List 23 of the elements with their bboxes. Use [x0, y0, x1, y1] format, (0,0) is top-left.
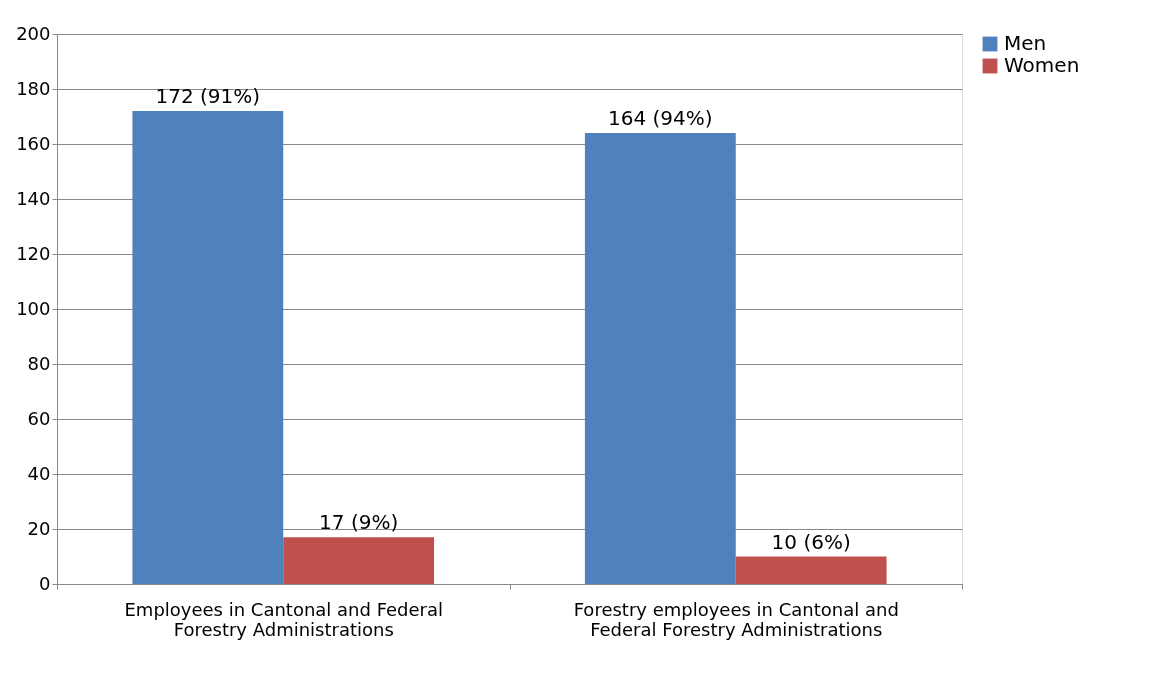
y-tick-label: 200	[16, 22, 51, 44]
data-label: 10 (6%)	[771, 529, 851, 554]
bar	[584, 133, 736, 584]
x-tick-label: Employees in Cantonal and Federal Forestry Administrations	[124, 598, 444, 640]
y-tick-label: 160	[16, 132, 51, 154]
bar	[283, 537, 435, 584]
legend-label: Women	[1004, 53, 1080, 77]
y-tick-label: 120	[16, 242, 51, 264]
bar	[132, 111, 284, 584]
x-tick-label: Forestry employees in Cantonal and Federal Forestry Administrations	[573, 598, 899, 640]
y-tick-label: 140	[16, 187, 51, 209]
data-label: 164 (94%)	[608, 106, 713, 130]
y-tick-label: 0	[39, 572, 51, 594]
y-tick-label: 100	[16, 297, 51, 319]
legend-label: Men	[1004, 31, 1047, 55]
y-tick-label: 80	[27, 352, 51, 374]
bar	[735, 556, 887, 584]
data-label: 172 (91%)	[155, 84, 261, 108]
y-tick-label: 180	[16, 77, 51, 99]
y-tick-label: 40	[27, 462, 51, 484]
y-tick-label: 20	[27, 517, 51, 539]
y-tick-label: 60	[27, 407, 51, 429]
data-label: 17 (9%)	[319, 510, 399, 535]
